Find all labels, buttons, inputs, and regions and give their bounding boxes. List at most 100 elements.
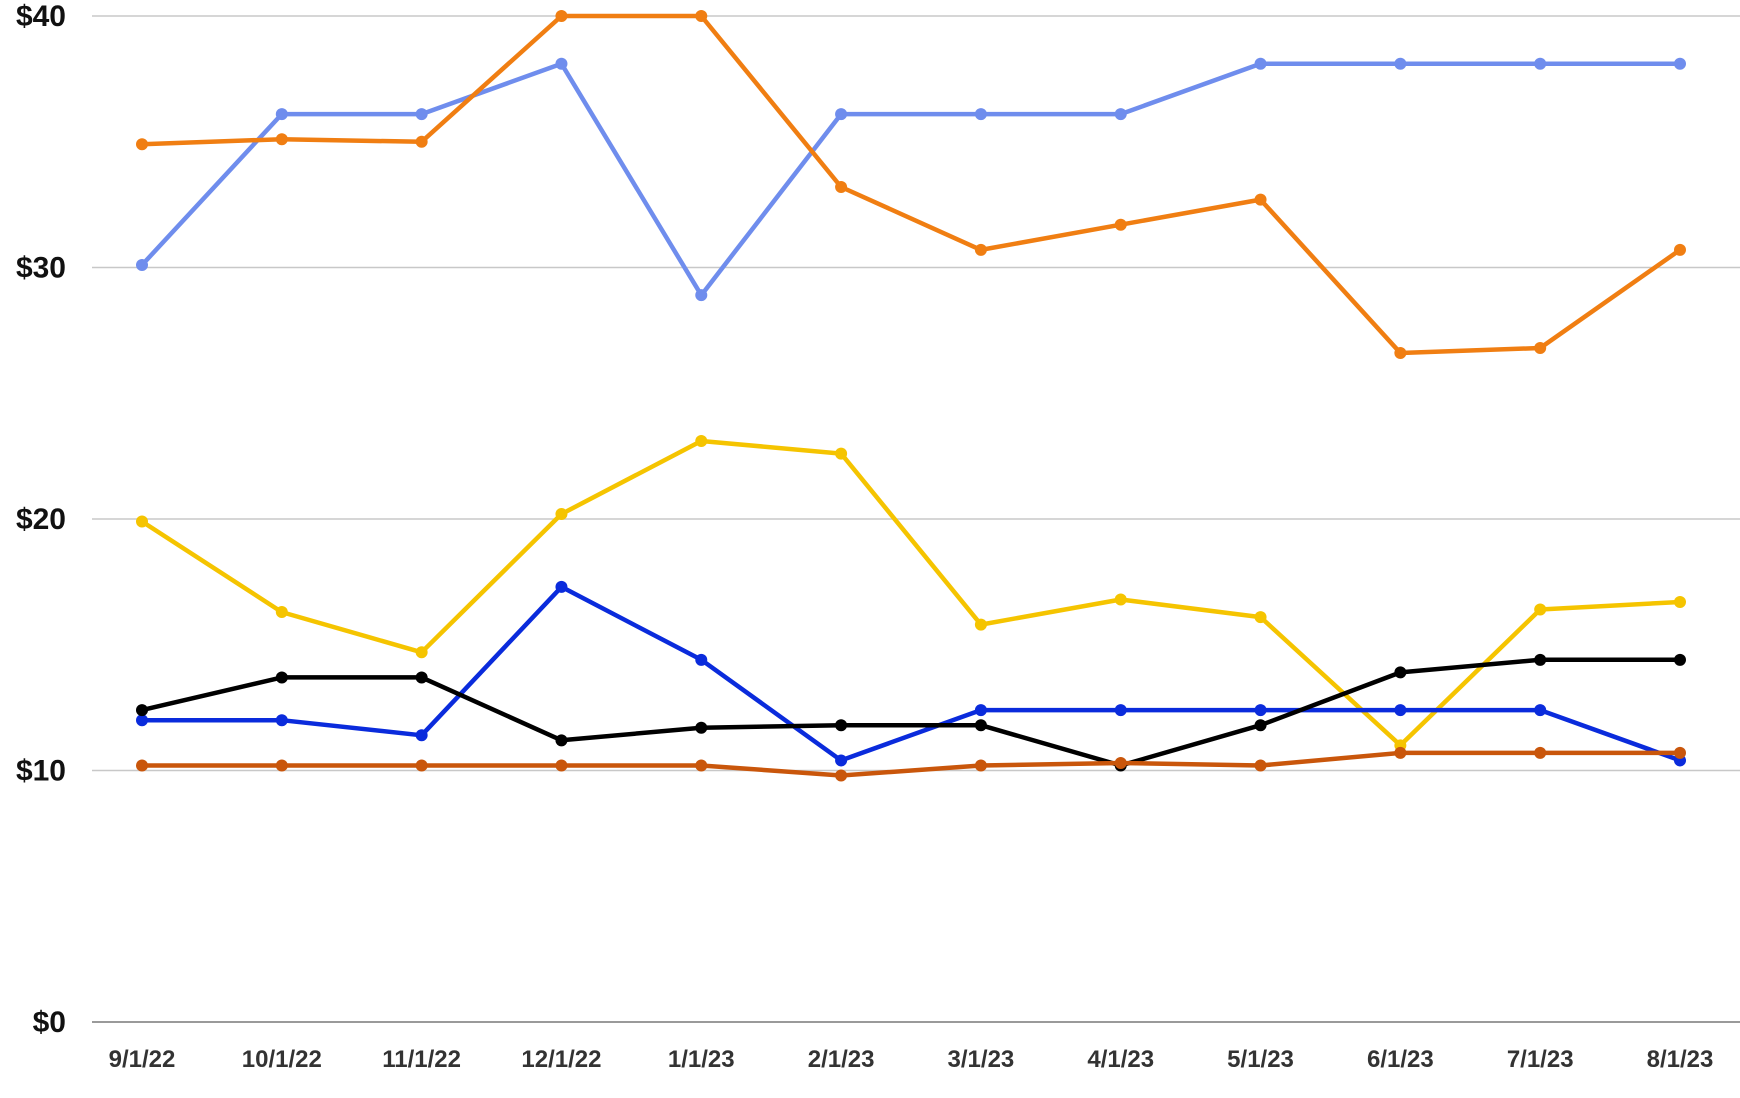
data-point bbox=[136, 759, 148, 772]
data-point bbox=[555, 10, 568, 22]
data-point bbox=[695, 289, 708, 302]
x-tick-label: 11/1/22 bbox=[382, 1046, 461, 1073]
series-line bbox=[139, 657, 1683, 768]
data-point bbox=[695, 653, 708, 666]
y-axis-tick-labels: $0 $10 $20 $30 $40 bbox=[16, 0, 66, 1039]
data-point bbox=[555, 507, 568, 520]
x-tick-label: 10/1/22 bbox=[242, 1046, 322, 1073]
series-1 bbox=[136, 57, 1686, 302]
x-tick-label: 5/1/23 bbox=[1227, 1046, 1294, 1073]
data-point bbox=[136, 704, 148, 717]
data-point bbox=[1254, 704, 1267, 717]
data-point bbox=[415, 729, 428, 742]
data-point bbox=[974, 108, 987, 121]
series-5 bbox=[136, 653, 1686, 772]
data-point bbox=[1254, 759, 1267, 772]
data-point bbox=[1394, 704, 1407, 717]
data-point bbox=[835, 447, 848, 460]
data-point bbox=[1674, 57, 1686, 70]
data-point bbox=[415, 759, 428, 772]
series-line bbox=[139, 438, 1683, 748]
data-point bbox=[695, 721, 708, 734]
data-point bbox=[1114, 756, 1127, 769]
data-point bbox=[695, 759, 708, 772]
series-line bbox=[139, 13, 1683, 356]
grid-lines bbox=[92, 15, 1740, 1023]
x-tick-label: 9/1/22 bbox=[109, 1046, 176, 1073]
y-tick-label: $0 bbox=[33, 1006, 66, 1039]
data-point bbox=[415, 135, 428, 148]
data-point bbox=[555, 734, 568, 747]
x-tick-label: 3/1/23 bbox=[948, 1046, 1015, 1073]
data-point bbox=[974, 618, 987, 631]
data-point bbox=[835, 181, 848, 194]
data-point bbox=[695, 10, 708, 22]
x-tick-label: 4/1/23 bbox=[1087, 1046, 1154, 1073]
data-point bbox=[1254, 611, 1267, 624]
data-point bbox=[974, 719, 987, 732]
data-point bbox=[1254, 193, 1267, 206]
data-point bbox=[555, 759, 568, 772]
data-point bbox=[275, 714, 288, 727]
series-2 bbox=[136, 10, 1686, 360]
x-tick-label: 12/1/22 bbox=[521, 1046, 601, 1073]
data-point bbox=[835, 108, 848, 121]
data-point bbox=[1534, 341, 1547, 354]
data-point bbox=[1674, 746, 1686, 759]
data-point bbox=[1394, 666, 1407, 679]
data-point bbox=[1534, 653, 1547, 666]
x-axis-tick-labels: 9/1/22 10/1/22 11/1/22 12/1/22 1/1/23 2/1/23 3… bbox=[109, 1046, 1714, 1073]
data-point bbox=[1114, 108, 1127, 121]
data-point bbox=[275, 671, 288, 684]
y-tick-label: $30 bbox=[16, 252, 66, 285]
data-point bbox=[974, 759, 987, 772]
data-point bbox=[415, 646, 428, 659]
data-point bbox=[1534, 746, 1547, 759]
data-point bbox=[415, 108, 428, 121]
data-point bbox=[415, 671, 428, 684]
series-6 bbox=[136, 746, 1686, 782]
series-line bbox=[139, 750, 1683, 778]
data-point bbox=[835, 719, 848, 732]
data-point bbox=[275, 108, 288, 121]
data-point bbox=[835, 769, 848, 782]
y-tick-label: $40 bbox=[16, 0, 66, 33]
series-4 bbox=[136, 580, 1686, 767]
data-point bbox=[1254, 57, 1267, 70]
data-point bbox=[1394, 347, 1407, 360]
y-tick-label: $10 bbox=[16, 755, 66, 788]
data-point bbox=[1534, 57, 1547, 70]
data-point bbox=[275, 606, 288, 619]
data-point bbox=[1674, 243, 1686, 256]
data-point bbox=[1114, 593, 1127, 606]
x-tick-label: 8/1/23 bbox=[1647, 1046, 1714, 1073]
data-point bbox=[1534, 704, 1547, 717]
data-point bbox=[555, 580, 568, 593]
data-point bbox=[136, 138, 148, 151]
data-point bbox=[275, 759, 288, 772]
data-point bbox=[835, 754, 848, 767]
data-point bbox=[1114, 218, 1127, 231]
data-point bbox=[136, 258, 148, 271]
data-point bbox=[1534, 603, 1547, 616]
x-tick-label: 1/1/23 bbox=[668, 1046, 735, 1073]
data-point bbox=[275, 133, 288, 146]
data-point bbox=[136, 515, 148, 528]
data-point bbox=[974, 243, 987, 256]
y-tick-label: $20 bbox=[16, 503, 66, 536]
data-point bbox=[695, 435, 708, 448]
data-point bbox=[974, 704, 987, 717]
series-line bbox=[139, 584, 1683, 763]
data-point bbox=[1394, 746, 1407, 759]
data-point bbox=[136, 714, 148, 727]
data-point bbox=[555, 57, 568, 70]
series-3 bbox=[136, 435, 1686, 752]
series-lines bbox=[136, 10, 1686, 782]
data-point bbox=[1674, 653, 1686, 666]
data-point bbox=[1114, 704, 1127, 717]
data-point bbox=[1394, 57, 1407, 70]
data-point bbox=[1674, 595, 1686, 608]
series-line bbox=[139, 61, 1683, 298]
x-tick-label: 2/1/23 bbox=[808, 1046, 875, 1073]
